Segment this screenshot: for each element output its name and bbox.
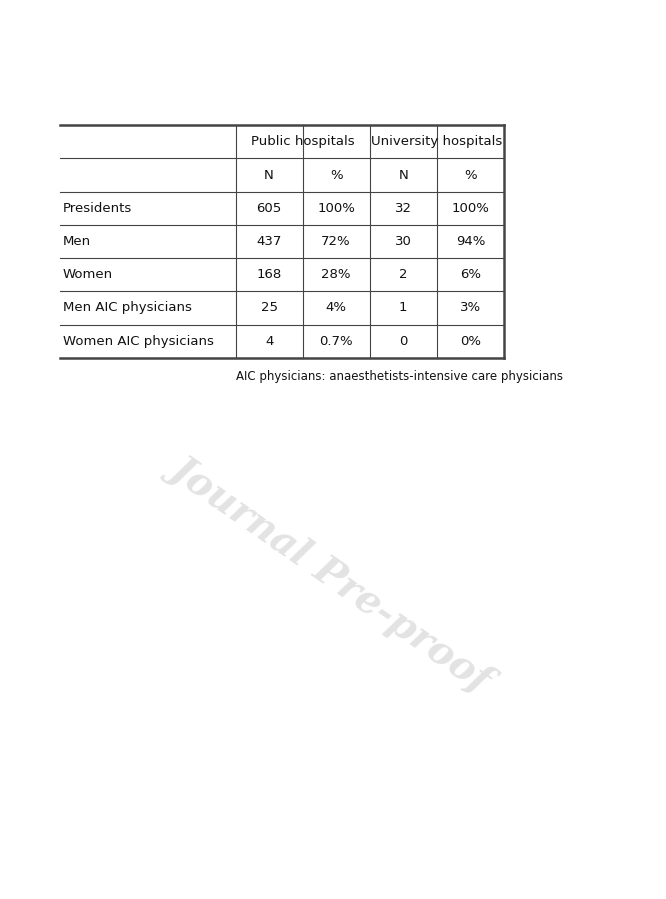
- Text: N: N: [398, 168, 408, 182]
- Text: 3%: 3%: [460, 301, 481, 315]
- Text: 72%: 72%: [322, 235, 351, 248]
- Text: 94%: 94%: [456, 235, 485, 248]
- Text: 605: 605: [256, 201, 282, 215]
- Text: Men AIC physicians: Men AIC physicians: [63, 301, 192, 315]
- Text: 437: 437: [256, 235, 282, 248]
- Text: N: N: [264, 168, 274, 182]
- Text: 30: 30: [395, 235, 412, 248]
- Text: University hospitals: University hospitals: [371, 135, 502, 148]
- Text: 1: 1: [399, 301, 408, 315]
- Text: 4%: 4%: [326, 301, 347, 315]
- Text: Public hospitals: Public hospitals: [251, 135, 354, 148]
- Text: %: %: [464, 168, 477, 182]
- Text: 25: 25: [260, 301, 278, 315]
- Text: Presidents: Presidents: [63, 201, 132, 215]
- Text: 168: 168: [256, 268, 282, 281]
- Text: %: %: [330, 168, 342, 182]
- Text: Women AIC physicians: Women AIC physicians: [63, 334, 214, 348]
- Text: 6%: 6%: [460, 268, 481, 281]
- Text: 28%: 28%: [322, 268, 351, 281]
- Text: 32: 32: [395, 201, 412, 215]
- Text: 0: 0: [399, 334, 408, 348]
- Text: AIC physicians: anaesthetists-intensive care physicians: AIC physicians: anaesthetists-intensive …: [236, 370, 563, 383]
- Text: 4: 4: [265, 334, 273, 348]
- Text: 0%: 0%: [460, 334, 481, 348]
- Text: 0.7%: 0.7%: [320, 334, 353, 348]
- Text: 2: 2: [399, 268, 408, 281]
- Text: 100%: 100%: [317, 201, 355, 215]
- Text: Men: Men: [63, 235, 91, 248]
- Text: 100%: 100%: [452, 201, 490, 215]
- Text: Women: Women: [63, 268, 113, 281]
- Text: Journal Pre-proof: Journal Pre-proof: [164, 447, 498, 697]
